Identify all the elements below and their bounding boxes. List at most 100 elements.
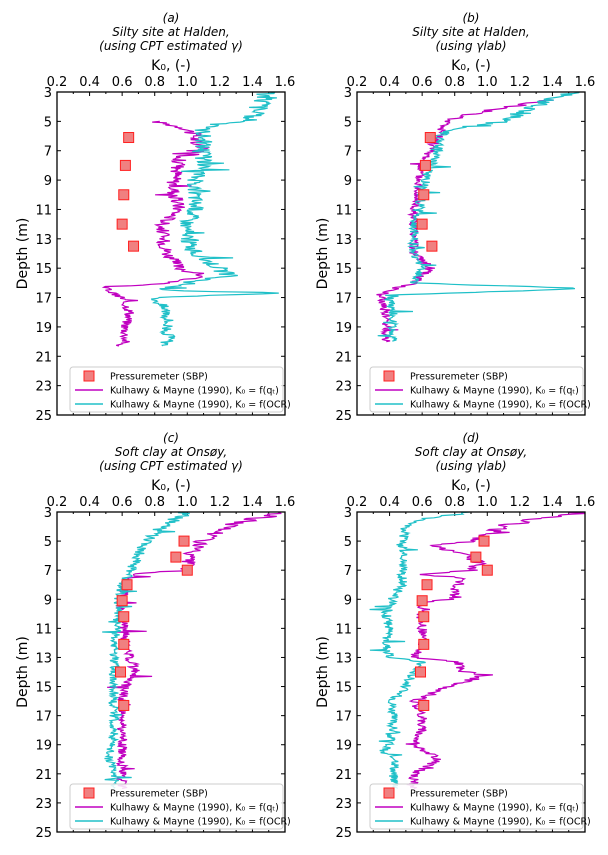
y-tick-label: 17 — [335, 292, 352, 307]
y-tick-label: 25 — [335, 409, 352, 424]
y-tick-label: 5 — [344, 115, 352, 130]
series-line-ocr — [377, 92, 580, 342]
x-tick-label: 0.2 — [347, 495, 368, 510]
y-tick-label: 15 — [35, 262, 52, 277]
plot-frame — [356, 91, 586, 416]
series-line-ocr — [369, 512, 470, 789]
sbp-marker — [426, 240, 438, 252]
legend-marker-icon — [383, 787, 395, 799]
y-axis-label: Depth (m) — [315, 218, 331, 290]
y-tick-label: 21 — [335, 768, 352, 783]
y-tick-label: 19 — [335, 739, 352, 754]
y-axis-label: Depth (m) — [15, 218, 31, 290]
x-tick-label: 1.0 — [177, 75, 198, 90]
panel-title-line: Soft clay at Onsøy, — [415, 445, 527, 459]
x-tick-label: 1.0 — [477, 75, 498, 90]
x-tick-label: 0.4 — [379, 495, 400, 510]
panel-title-line: Silty site at Halden, — [112, 25, 229, 39]
sbp-marker — [478, 535, 490, 547]
sbp-marker — [118, 638, 130, 650]
plot-frame — [356, 511, 586, 833]
x-tick-label: 1.0 — [477, 495, 498, 510]
sbp-marker — [419, 159, 431, 171]
sbp-marker — [115, 666, 127, 678]
y-tick-label: 17 — [35, 292, 52, 307]
panel-label: (d) — [463, 431, 480, 445]
y-tick-label: 19 — [35, 321, 52, 336]
x-tick-label: 0.2 — [47, 75, 68, 90]
legend-label: Kulhawy & Mayne (1990), K₀ = f(OCR) — [410, 400, 591, 411]
y-tick-label: 25 — [35, 409, 52, 424]
y-tick-label: 7 — [44, 145, 52, 160]
y-tick-label: 5 — [344, 535, 352, 550]
plot-frame — [56, 91, 286, 416]
x-tick-label: 1.6 — [575, 495, 596, 510]
y-tick-label: 5 — [44, 115, 52, 130]
y-tick-label: 13 — [335, 233, 352, 248]
y-tick-label: 13 — [35, 233, 52, 248]
y-axis-label: Depth (m) — [15, 636, 31, 708]
y-tick-label: 9 — [44, 174, 52, 189]
y-tick-label: 7 — [44, 564, 52, 579]
y-tick-label: 17 — [35, 710, 52, 725]
x-tick-label: 0.4 — [79, 495, 100, 510]
y-tick-label: 3 — [344, 86, 352, 101]
y-tick-label: 17 — [335, 710, 352, 725]
x-tick-label: 1.2 — [210, 495, 231, 510]
panel-label: (b) — [463, 11, 480, 25]
legend-marker-icon — [83, 370, 95, 382]
panel-title-line: (using γlab) — [436, 459, 507, 473]
y-tick-label: 21 — [35, 768, 52, 783]
y-tick-label: 15 — [335, 681, 352, 696]
sbp-marker — [418, 611, 430, 623]
sbp-marker — [418, 699, 430, 711]
x-tick-label: 0.8 — [444, 495, 465, 510]
y-tick-label: 7 — [344, 145, 352, 160]
x-axis-label: K₀, (-) — [451, 58, 491, 74]
x-tick-label: 0.6 — [412, 495, 433, 510]
panel-title-line: (using CPT estimated γ) — [99, 39, 243, 53]
sbp-marker — [416, 218, 428, 230]
series-line-qt — [107, 512, 283, 789]
y-tick-label: 11 — [335, 203, 352, 218]
y-tick-label: 3 — [44, 86, 52, 101]
panel-b: (b)Silty site at Halden,(using γlab) K₀, … — [315, 11, 595, 424]
legend-marker-icon — [83, 787, 95, 799]
y-tick-label: 23 — [335, 380, 352, 395]
legend-label: Kulhawy & Mayne (1990), K₀ = f(qₜ) — [410, 803, 579, 814]
sbp-marker — [118, 189, 130, 201]
y-tick-label: 23 — [35, 797, 52, 812]
panel-title-line: Silty site at Halden, — [412, 25, 529, 39]
y-tick-label: 11 — [35, 203, 52, 218]
x-tick-label: 0.2 — [347, 75, 368, 90]
x-tick-label: 1.6 — [275, 75, 296, 90]
x-axis-label: K₀, (-) — [451, 478, 491, 494]
x-tick-label: 0.4 — [79, 75, 100, 90]
sbp-marker — [116, 218, 128, 230]
sbp-marker — [481, 564, 493, 576]
panel-c: (c)Soft clay at Onsøy,(using CPT estimat… — [15, 431, 295, 841]
legend: Pressuremeter (SBP) Kulhawy & Mayne (1990… — [369, 783, 591, 830]
x-tick-label: 0.6 — [112, 75, 133, 90]
series-line-qt — [376, 98, 554, 343]
y-tick-label: 9 — [44, 593, 52, 608]
y-tick-label: 23 — [335, 797, 352, 812]
series-line-qt — [101, 120, 211, 347]
x-tick-label: 1.4 — [242, 495, 263, 510]
sbp-marker — [181, 564, 193, 576]
series-line-qt — [405, 512, 585, 789]
x-tick-label: 1.4 — [242, 75, 263, 90]
sbp-marker — [416, 595, 428, 607]
x-tick-label: 0.8 — [144, 75, 165, 90]
legend-box — [369, 366, 584, 413]
legend-marker-icon — [383, 370, 395, 382]
y-tick-label: 15 — [35, 681, 52, 696]
y-tick-label: 11 — [335, 622, 352, 637]
y-axis-label: Depth (m) — [315, 636, 331, 708]
sbp-marker — [116, 595, 128, 607]
legend-label: Kulhawy & Mayne (1990), K₀ = f(qₜ) — [110, 386, 279, 397]
plot-frame — [56, 511, 286, 833]
panel-title-line: (using γlab) — [436, 39, 507, 53]
panel-label: (a) — [163, 11, 180, 25]
